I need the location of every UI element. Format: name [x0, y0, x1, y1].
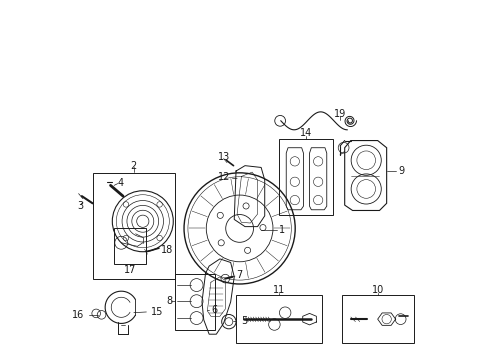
Text: 17: 17	[124, 265, 136, 275]
Text: 3: 3	[77, 201, 83, 211]
Text: 13: 13	[219, 152, 231, 162]
Bar	[114, 228, 147, 264]
Text: 8: 8	[167, 296, 173, 306]
Text: 6: 6	[212, 305, 218, 315]
Text: 5: 5	[242, 316, 247, 326]
Text: 7: 7	[236, 270, 242, 280]
Text: 19: 19	[334, 109, 346, 119]
Text: 16: 16	[72, 310, 84, 320]
Bar	[175, 274, 215, 330]
Text: 14: 14	[300, 129, 312, 138]
Text: 2: 2	[131, 161, 137, 171]
Bar	[342, 295, 414, 343]
Text: 10: 10	[371, 285, 384, 296]
Text: 4: 4	[118, 177, 124, 188]
Bar	[93, 173, 175, 279]
Text: 12: 12	[218, 172, 231, 182]
Text: 9: 9	[398, 166, 404, 176]
Text: 11: 11	[273, 285, 285, 296]
Text: 15: 15	[151, 307, 163, 316]
Bar	[279, 139, 333, 215]
Bar	[236, 295, 322, 343]
Text: 18: 18	[161, 245, 173, 255]
Text: 1: 1	[279, 225, 285, 235]
